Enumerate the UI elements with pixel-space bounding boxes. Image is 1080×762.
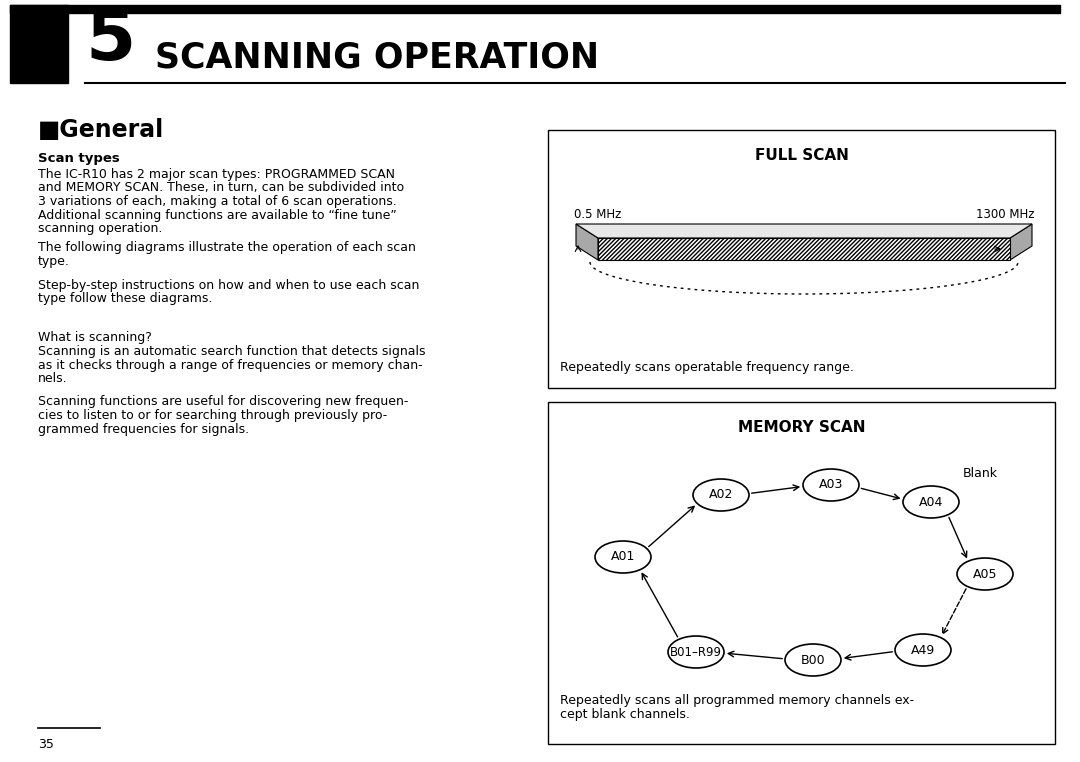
- Polygon shape: [576, 224, 598, 260]
- Text: Repeatedly scans all programmed memory channels ex-: Repeatedly scans all programmed memory c…: [561, 694, 914, 707]
- Ellipse shape: [903, 486, 959, 518]
- Text: Additional scanning functions are available to “fine tune”: Additional scanning functions are availa…: [38, 209, 396, 222]
- Text: as it checks through a range of frequencies or memory chan-: as it checks through a range of frequenc…: [38, 358, 422, 372]
- Text: B01–R99: B01–R99: [670, 645, 723, 658]
- Text: SCANNING OPERATION: SCANNING OPERATION: [156, 41, 599, 75]
- Text: 5: 5: [85, 6, 135, 75]
- Text: A01: A01: [611, 550, 635, 564]
- Ellipse shape: [669, 636, 724, 668]
- Ellipse shape: [595, 541, 651, 573]
- Polygon shape: [1010, 224, 1032, 260]
- Bar: [548, 130, 1055, 388]
- Text: type.: type.: [38, 255, 70, 268]
- Text: A02: A02: [708, 488, 733, 501]
- Text: Scanning is an automatic search function that detects signals: Scanning is an automatic search function…: [38, 345, 426, 358]
- Polygon shape: [576, 224, 1032, 238]
- Bar: [10, 5, 68, 83]
- Ellipse shape: [804, 469, 859, 501]
- Text: grammed frequencies for signals.: grammed frequencies for signals.: [38, 422, 249, 436]
- Text: 1300 MHz: 1300 MHz: [975, 208, 1034, 221]
- Text: B00: B00: [800, 654, 825, 667]
- Text: Scanning functions are useful for discovering new frequen-: Scanning functions are useful for discov…: [38, 395, 408, 408]
- Bar: [548, 402, 1055, 744]
- Text: The following diagrams illustrate the operation of each scan: The following diagrams illustrate the op…: [38, 242, 416, 255]
- Text: A49: A49: [910, 643, 935, 657]
- Text: FULL SCAN: FULL SCAN: [755, 148, 849, 163]
- Text: A03: A03: [819, 479, 843, 491]
- Text: Step-by-step instructions on how and when to use each scan: Step-by-step instructions on how and whe…: [38, 278, 419, 292]
- Text: 35: 35: [38, 738, 54, 751]
- Text: scanning operation.: scanning operation.: [38, 222, 162, 235]
- Bar: [598, 238, 1010, 260]
- Text: cept blank channels.: cept blank channels.: [561, 708, 690, 721]
- Text: The IC-R10 has 2 major scan types: PROGRAMMED SCAN: The IC-R10 has 2 major scan types: PROGR…: [38, 168, 395, 181]
- Ellipse shape: [693, 479, 750, 511]
- Text: MEMORY SCAN: MEMORY SCAN: [738, 420, 865, 435]
- Text: Repeatedly scans operatable frequency range.: Repeatedly scans operatable frequency ra…: [561, 361, 854, 374]
- Text: and MEMORY SCAN. These, in turn, can be subdivided into: and MEMORY SCAN. These, in turn, can be …: [38, 181, 404, 194]
- Ellipse shape: [957, 558, 1013, 590]
- Bar: [10, 5, 1059, 13]
- Ellipse shape: [895, 634, 951, 666]
- Text: A05: A05: [973, 568, 997, 581]
- Text: type follow these diagrams.: type follow these diagrams.: [38, 292, 213, 305]
- Text: Blank: Blank: [963, 467, 998, 480]
- Text: 3 variations of each, making a total of 6 scan operations.: 3 variations of each, making a total of …: [38, 195, 396, 208]
- Text: 0.5 MHz: 0.5 MHz: [573, 208, 621, 221]
- Text: cies to listen to or for searching through previously pro-: cies to listen to or for searching throu…: [38, 409, 388, 422]
- Ellipse shape: [785, 644, 841, 676]
- Text: ■General: ■General: [38, 118, 164, 142]
- Text: nels.: nels.: [38, 372, 68, 385]
- Text: A04: A04: [919, 495, 943, 508]
- Text: What is scanning?: What is scanning?: [38, 331, 152, 344]
- Text: Scan types: Scan types: [38, 152, 120, 165]
